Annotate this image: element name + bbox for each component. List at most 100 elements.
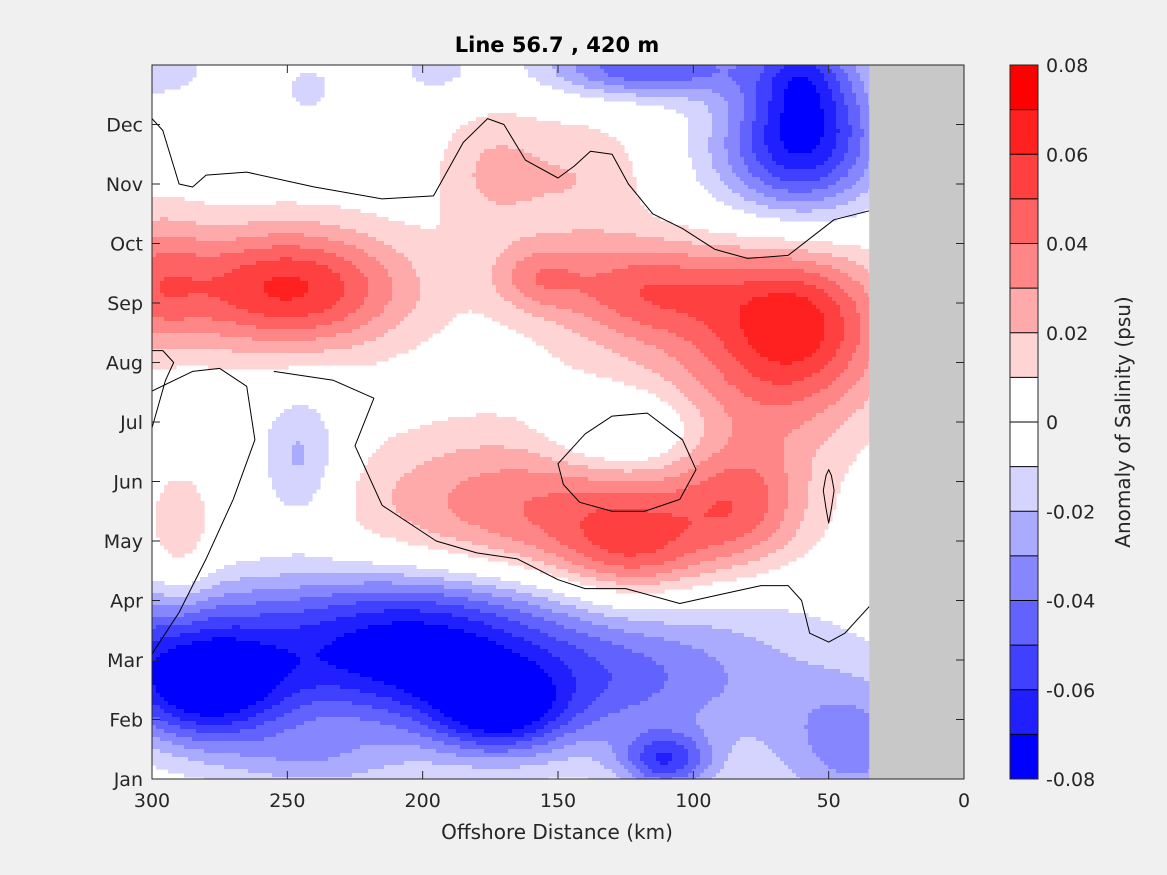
heatmap-cell bbox=[848, 245, 853, 250]
heatmap-cell bbox=[776, 237, 781, 242]
heatmap-cell bbox=[532, 201, 537, 206]
heatmap-cell bbox=[576, 189, 581, 194]
heatmap-cell bbox=[508, 225, 513, 230]
heatmap-cell bbox=[376, 233, 381, 238]
heatmap-cell bbox=[696, 253, 701, 258]
heatmap-cell bbox=[700, 229, 705, 234]
heatmap-cell bbox=[792, 81, 797, 86]
heatmap-cell bbox=[780, 109, 785, 114]
heatmap-cell bbox=[552, 193, 557, 198]
heatmap-cell bbox=[524, 249, 529, 254]
heatmap-cell bbox=[732, 149, 737, 154]
heatmap-cell bbox=[496, 197, 501, 202]
heatmap-cell bbox=[356, 237, 361, 242]
heatmap-cell bbox=[424, 237, 429, 242]
heatmap-cell bbox=[840, 169, 845, 174]
heatmap-cell bbox=[628, 225, 633, 230]
heatmap-cell bbox=[448, 209, 453, 214]
heatmap-cell bbox=[348, 245, 353, 250]
heatmap-cell bbox=[164, 257, 169, 262]
heatmap-cell bbox=[556, 193, 561, 198]
heatmap-cell bbox=[296, 209, 301, 214]
heatmap-cell bbox=[660, 237, 665, 242]
heatmap-cell bbox=[316, 89, 321, 94]
heatmap-cell bbox=[492, 233, 497, 238]
heatmap-cell bbox=[536, 69, 541, 74]
heatmap-cell bbox=[384, 237, 389, 242]
heatmap-cell bbox=[680, 253, 685, 258]
heatmap-cell bbox=[860, 77, 865, 82]
heatmap-cell bbox=[860, 129, 865, 134]
heatmap-cell bbox=[164, 69, 169, 74]
heatmap-cell bbox=[596, 149, 601, 154]
heatmap-cell bbox=[340, 209, 345, 214]
heatmap-cell bbox=[264, 217, 269, 222]
heatmap-cell bbox=[168, 257, 173, 262]
heatmap-cell bbox=[484, 217, 489, 222]
heatmap-cell bbox=[236, 229, 241, 234]
heatmap-cell bbox=[432, 245, 437, 250]
heatmap-cell bbox=[748, 249, 753, 254]
heatmap-cell bbox=[652, 221, 657, 226]
heatmap-cell bbox=[544, 185, 549, 190]
heatmap-cell bbox=[808, 173, 813, 178]
heatmap-cell bbox=[444, 193, 449, 198]
heatmap-cell bbox=[616, 73, 621, 78]
heatmap-cell bbox=[528, 245, 533, 250]
heatmap-cell bbox=[788, 165, 793, 170]
heatmap-cell bbox=[676, 225, 681, 230]
heatmap-cell bbox=[608, 77, 613, 82]
heatmap-cell bbox=[748, 157, 753, 162]
heatmap-cell bbox=[804, 101, 809, 106]
heatmap-cell bbox=[452, 197, 457, 202]
heatmap-cell bbox=[596, 141, 601, 146]
heatmap-cell bbox=[624, 65, 629, 70]
heatmap-cell bbox=[740, 101, 745, 106]
heatmap-cell bbox=[480, 241, 485, 246]
heatmap-cell bbox=[812, 249, 817, 254]
heatmap-cell bbox=[816, 253, 821, 258]
heatmap-cell bbox=[152, 197, 157, 202]
heatmap-cell bbox=[516, 225, 521, 230]
heatmap-cell bbox=[820, 97, 825, 102]
heatmap-cell bbox=[776, 113, 781, 118]
heatmap-cell bbox=[596, 73, 601, 78]
heatmap-cell bbox=[792, 145, 797, 150]
heatmap-cell bbox=[668, 221, 673, 226]
heatmap-cell bbox=[820, 205, 825, 210]
heatmap-cell bbox=[800, 125, 805, 130]
heatmap-cell bbox=[780, 121, 785, 126]
heatmap-cell bbox=[308, 213, 313, 218]
heatmap-cell bbox=[588, 153, 593, 158]
heatmap-cell bbox=[852, 141, 857, 146]
heatmap-cell bbox=[180, 241, 185, 246]
heatmap-cell bbox=[716, 233, 721, 238]
heatmap-cell bbox=[540, 137, 545, 142]
heatmap-cell bbox=[248, 217, 253, 222]
heatmap-cell bbox=[780, 81, 785, 86]
heatmap-cell bbox=[540, 213, 545, 218]
heatmap-cell bbox=[556, 169, 561, 174]
heatmap-cell bbox=[340, 245, 345, 250]
heatmap-cell bbox=[328, 245, 333, 250]
heatmap-cell bbox=[736, 129, 741, 134]
heatmap-cell bbox=[184, 217, 189, 222]
heatmap-cell bbox=[588, 233, 593, 238]
heatmap-cell bbox=[764, 113, 769, 118]
heatmap-cell bbox=[548, 245, 553, 250]
heatmap-cell bbox=[832, 153, 837, 158]
heatmap-cell bbox=[860, 105, 865, 110]
heatmap-cell bbox=[772, 193, 777, 198]
heatmap-cell bbox=[504, 157, 509, 162]
heatmap-cell bbox=[528, 129, 533, 134]
heatmap-cell bbox=[596, 229, 601, 234]
heatmap-cell bbox=[320, 77, 325, 82]
heatmap-cell bbox=[852, 173, 857, 178]
heatmap-cell bbox=[572, 69, 577, 74]
heatmap-cell bbox=[600, 133, 605, 138]
heatmap-cell bbox=[528, 73, 533, 78]
heatmap-cell bbox=[588, 229, 593, 234]
heatmap-cell bbox=[536, 129, 541, 134]
heatmap-cell bbox=[304, 241, 309, 246]
heatmap-cell bbox=[604, 157, 609, 162]
